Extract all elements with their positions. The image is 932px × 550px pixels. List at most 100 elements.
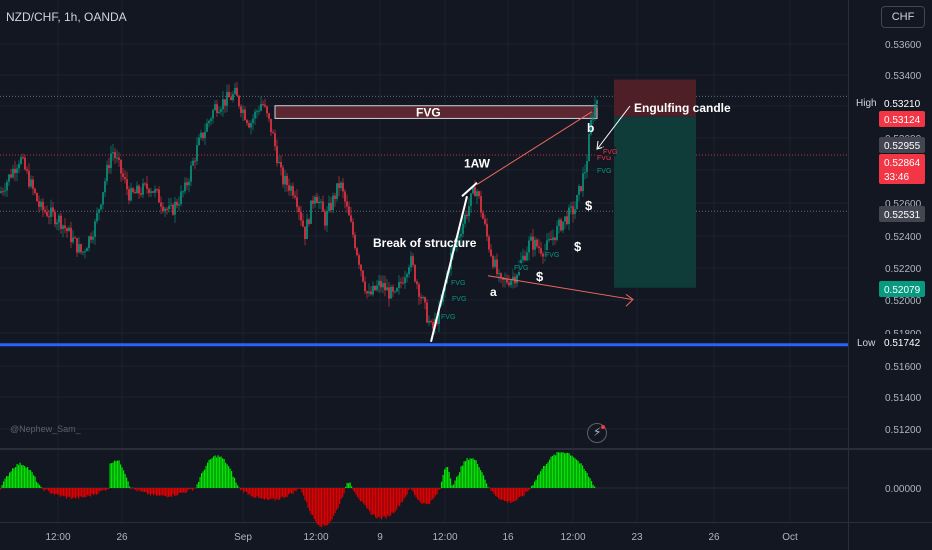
- candle-body: [350, 215, 352, 222]
- candle-body: [90, 236, 92, 240]
- histogram-bar: [499, 488, 501, 500]
- histogram-bar: [249, 488, 251, 494]
- candle-body: [392, 286, 394, 292]
- histogram-bar: [537, 475, 539, 488]
- histogram-bar: [288, 488, 290, 495]
- candle-body: [148, 188, 150, 193]
- histogram-bar: [534, 481, 536, 488]
- histogram-bar: [441, 481, 443, 488]
- candle-body: [348, 206, 350, 216]
- histogram-bar: [193, 488, 195, 489]
- histogram-bar: [267, 488, 269, 500]
- candle-body: [96, 212, 98, 222]
- candle-body: [216, 104, 218, 114]
- histogram-bar: [73, 488, 75, 498]
- fvg-tag: FVG: [452, 296, 466, 303]
- candle-body: [430, 320, 432, 323]
- candle-body: [520, 260, 522, 265]
- candle-body: [328, 202, 330, 212]
- candle-body: [18, 163, 20, 169]
- candle-body: [424, 297, 426, 303]
- candle-body: [122, 173, 124, 177]
- histogram-bar: [483, 475, 485, 488]
- candle-body: [346, 201, 348, 207]
- histogram-bar: [508, 488, 510, 502]
- histogram-bar: [507, 488, 509, 503]
- histogram-bar: [315, 488, 317, 522]
- histogram-bar: [84, 488, 86, 497]
- level-2-tag: 0.52531: [884, 210, 921, 221]
- candle-body: [4, 190, 6, 192]
- histogram-bar: [276, 488, 278, 499]
- histogram-bar: [214, 455, 216, 488]
- histogram-bar: [138, 488, 140, 490]
- histogram-bar: [486, 483, 488, 488]
- histogram-bar: [169, 488, 171, 497]
- histogram-bar: [570, 455, 572, 488]
- histogram-bar: [397, 488, 399, 506]
- histogram-bar: [469, 458, 471, 488]
- histogram-bar: [394, 488, 396, 512]
- candle-body: [546, 240, 548, 251]
- histogram-bar: [28, 469, 30, 488]
- currency-button[interactable]: CHF: [881, 6, 925, 28]
- histogram-bar: [466, 458, 468, 488]
- horizontal-levels: [0, 95, 848, 347]
- histogram-bar: [253, 488, 255, 498]
- histogram-bar: [186, 488, 188, 493]
- histogram-bar: [127, 481, 129, 488]
- histogram-bar: [553, 454, 555, 488]
- candle-body: [398, 282, 400, 288]
- histogram-bar: [15, 467, 17, 488]
- candle-body: [274, 133, 276, 147]
- histogram-bar: [480, 470, 482, 488]
- time-axis[interactable]: 12:00 26 Sep 12:00 9 12:00 16 12:00 23 26 Oct: [45, 532, 798, 543]
- histogram-bar: [256, 488, 258, 497]
- histogram-bar: [90, 488, 92, 497]
- candle-body: [100, 204, 102, 210]
- histogram-bar: [588, 476, 590, 488]
- histogram-bar: [567, 452, 569, 488]
- candle-body: [16, 168, 18, 174]
- candle-body: [298, 207, 300, 212]
- author-watermark: @Nephew_Sam_: [10, 424, 81, 434]
- candle-body: [366, 291, 368, 294]
- price-tick: 0.51200: [885, 425, 922, 436]
- histogram-bar: [459, 472, 461, 488]
- histogram-bar: [573, 457, 575, 488]
- candle-body: [294, 195, 296, 198]
- histogram-bar: [487, 487, 489, 488]
- histogram-bar: [385, 488, 387, 519]
- histogram-bar: [262, 488, 264, 499]
- candle-body: [554, 237, 556, 240]
- candle-body: [60, 215, 62, 229]
- candle-body: [290, 186, 292, 191]
- histogram-bar: [468, 459, 470, 488]
- candle-body: [158, 189, 160, 203]
- symbol-title[interactable]: NZD/CHF, 1h, OANDA: [6, 10, 127, 24]
- histogram-bar: [513, 488, 515, 502]
- histogram-bar: [211, 458, 213, 488]
- high-title-bg: [853, 95, 878, 110]
- price-axis[interactable]: 0.536000.534000.532000.530000.528000.526…: [853, 40, 925, 495]
- histogram-bar: [523, 488, 525, 496]
- candle-body: [144, 183, 146, 185]
- histogram-bar: [31, 472, 33, 488]
- candle-body: [126, 179, 128, 190]
- histogram-bar: [162, 488, 164, 496]
- candle-body: [178, 204, 180, 206]
- histogram-bar: [384, 488, 386, 517]
- histogram-bar: [318, 488, 320, 526]
- histogram-bar: [387, 488, 389, 516]
- histogram-bar: [280, 488, 282, 498]
- histogram-bar: [46, 488, 48, 490]
- lightning-icon[interactable]: ⚡: [587, 423, 607, 443]
- histogram-bar: [235, 482, 237, 488]
- candle-body: [112, 152, 114, 154]
- candle-body: [370, 291, 372, 295]
- time-tick: 12:00: [45, 532, 70, 543]
- histogram-bar: [277, 488, 279, 500]
- candle-body: [306, 219, 308, 240]
- histogram-bar: [462, 465, 464, 488]
